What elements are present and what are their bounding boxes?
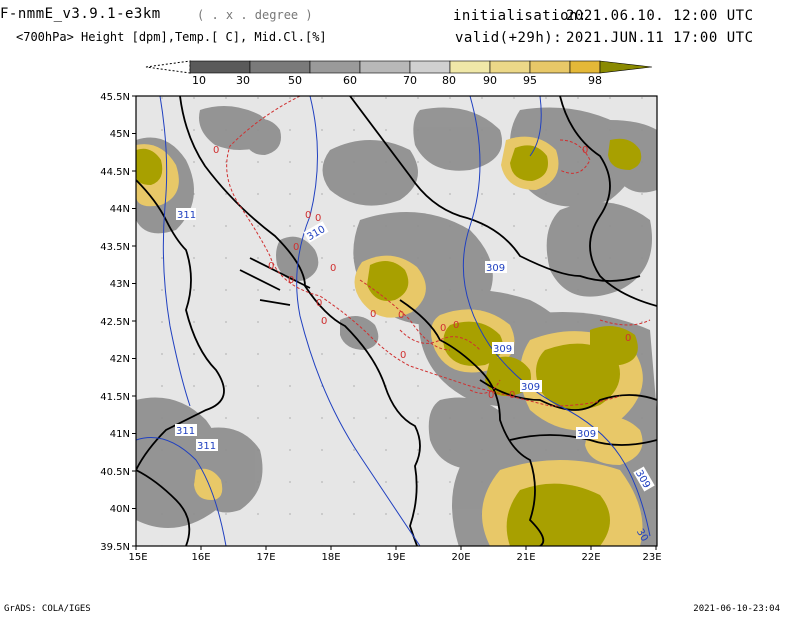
- colorbar-label: 50: [288, 74, 302, 87]
- height-label: 309: [577, 429, 596, 440]
- lon-label: 19E: [386, 552, 405, 563]
- lat-label: 45N: [110, 129, 130, 140]
- temp-label: 0: [625, 333, 631, 344]
- temp-label: 0: [440, 323, 446, 334]
- temp-label: 0: [268, 261, 274, 272]
- colorbar-label: 70: [403, 74, 417, 87]
- fields-label: <700hPa> Height [dpm],Temp.[ C], Mid.Cl.…: [16, 30, 327, 44]
- colorbar-right-arrow: [599, 60, 653, 74]
- height-label: 309: [486, 263, 505, 274]
- colorbar: 10 30 50 60 70 80 90 95 98: [145, 60, 653, 87]
- lon-label: 23E: [642, 552, 661, 563]
- axis-ticks: [132, 95, 657, 550]
- init-value: 2021.06.10. 12:00 UTC: [566, 8, 754, 24]
- lat-label: 44.5N: [100, 167, 130, 178]
- lat-labels: 45.5N 45N 44.5N 44N 43.5N 43N 42.5N 42N …: [100, 92, 130, 553]
- coastlines: [136, 96, 657, 546]
- colorbar-label: 30: [236, 74, 250, 87]
- lon-label: 21E: [516, 552, 535, 563]
- lat-label: 40N: [110, 504, 130, 515]
- colorbar-label: 95: [523, 74, 537, 87]
- init-label: initialisation:: [453, 8, 587, 24]
- lat-label: 42.5N: [100, 317, 130, 328]
- lat-label: 44N: [110, 204, 130, 215]
- temp-label: 0: [315, 213, 321, 224]
- temp-label: 0: [370, 309, 376, 320]
- lon-label: 15E: [128, 552, 147, 563]
- height-label: 311: [176, 426, 195, 437]
- model-title: F-nmmE_v3.9.1-e3km: [0, 6, 161, 22]
- height-label: 311: [197, 441, 216, 452]
- footer-timestamp: 2021-06-10-23:04: [693, 604, 780, 614]
- temp-label: 0: [321, 316, 327, 327]
- temp-label: 0: [288, 275, 294, 286]
- temp-labels: 0 0 0 0 0 0 0 0 0 0 0 0 0 0 0 0 0 0: [213, 145, 631, 401]
- lon-labels: 15E 16E 17E 18E 19E 20E 21E 22E 23E: [128, 552, 661, 563]
- lat-label: 42N: [110, 354, 130, 365]
- lat-label: 43.5N: [100, 242, 130, 253]
- temp-label: 0: [509, 390, 515, 401]
- lon-label: 22E: [581, 552, 600, 563]
- temp-label: 0: [398, 310, 404, 321]
- colorbar-label: 90: [483, 74, 497, 87]
- lat-label: 45.5N: [100, 92, 130, 103]
- temp-label: 0: [293, 242, 299, 253]
- height-label: 309: [521, 382, 540, 393]
- lat-label: 41N: [110, 429, 130, 440]
- temp-label: 0: [488, 390, 494, 401]
- lon-label: 20E: [451, 552, 470, 563]
- lat-label: 39.5N: [100, 542, 130, 553]
- height-labels: 311 310 309 309 309 309 311 311 309 30: [175, 208, 655, 544]
- temp-label: 0: [400, 350, 406, 361]
- temp-contours: [226, 96, 651, 407]
- height-contours: [136, 96, 651, 546]
- units-label: ( . x . degree ): [197, 8, 313, 22]
- colorbar-label: 60: [343, 74, 357, 87]
- lat-label: 40.5N: [100, 467, 130, 478]
- colorbar-label: 98: [588, 74, 602, 87]
- valid-value: 2021.JUN.11 17:00 UTC: [566, 30, 754, 46]
- temp-label: 0: [316, 298, 322, 309]
- temp-label: 0: [330, 263, 336, 274]
- temp-label: 0: [582, 145, 588, 156]
- lat-label: 41.5N: [100, 392, 130, 403]
- lon-label: 16E: [191, 552, 210, 563]
- lat-label: 43N: [110, 279, 130, 290]
- temp-label: 0: [453, 320, 459, 331]
- colorbar-label: 10: [192, 74, 206, 87]
- temp-label: 0: [305, 210, 311, 221]
- colorbar-left-arrow: [145, 60, 191, 74]
- lon-label: 18E: [321, 552, 340, 563]
- lon-label: 17E: [256, 552, 275, 563]
- height-label: 309: [493, 344, 512, 355]
- valid-label: valid(+29h):: [455, 30, 563, 46]
- temp-label: 0: [213, 145, 219, 156]
- height-label: 311: [177, 210, 196, 221]
- colorbar-label: 80: [442, 74, 456, 87]
- footer-credit: GrADS: COLA/IGES: [4, 604, 91, 614]
